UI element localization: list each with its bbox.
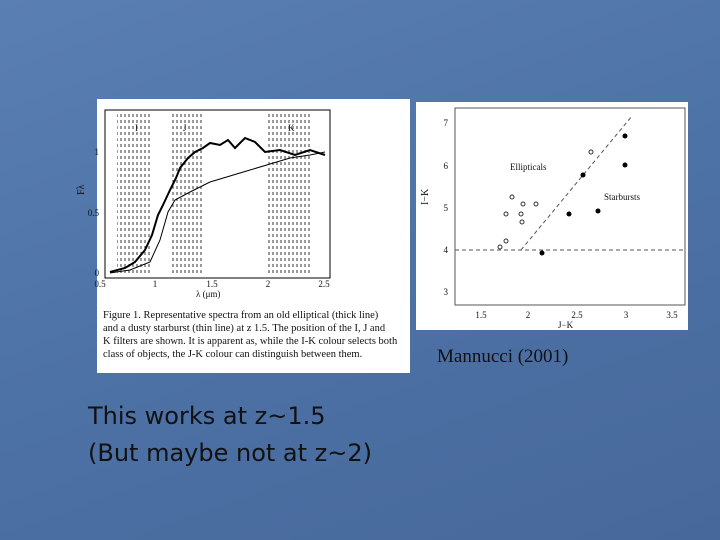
x-tick-label: 2 [266, 279, 271, 289]
filter-label: J [183, 123, 187, 133]
y-tick-label: 6 [444, 161, 449, 171]
filter-band [268, 112, 312, 276]
point [533, 201, 539, 207]
caption-line: and a dusty starburst (thin line) at z 1… [103, 323, 386, 334]
y-tick-label: 7 [444, 118, 449, 128]
x-tick-label: 3.5 [666, 310, 678, 320]
filter-label: K [288, 123, 295, 133]
point [595, 208, 601, 214]
point [520, 201, 526, 207]
point [509, 194, 515, 200]
x-tick-label: 1.5 [206, 279, 218, 289]
y-tick-label: 0 [95, 268, 100, 278]
credit: Mannucci (2001) [437, 346, 569, 367]
x-tick-label: 3 [624, 310, 629, 320]
figure-right-bg [416, 102, 688, 330]
y-tick-label: 4 [444, 245, 449, 255]
point [580, 172, 586, 178]
plot-frame [454, 107, 686, 306]
x-label: J−K [558, 320, 574, 330]
caption-line: K filters are shown. It is apparent as, … [103, 336, 398, 347]
caption-line: Figure 1. Representative spectra from an… [103, 310, 379, 321]
x-tick-label: 0.5 [94, 279, 106, 289]
y-tick-label: 0.5 [88, 208, 100, 218]
point [622, 162, 628, 168]
point [588, 149, 594, 155]
filter-label: I [135, 123, 138, 133]
x-label: λ (μm) [196, 289, 220, 299]
x-tick-label: 1 [153, 279, 158, 289]
x-tick-label: 2.5 [571, 310, 583, 320]
y-tick-label: 5 [444, 203, 449, 213]
point [539, 250, 545, 256]
x-tick-label: 2 [526, 310, 531, 320]
point [503, 211, 509, 217]
point [519, 219, 525, 225]
point [622, 133, 628, 139]
point [566, 211, 572, 217]
point [497, 244, 503, 250]
y-label: Fλ [76, 184, 87, 195]
starburst-spectrum [109, 151, 326, 274]
annotation: Ellipticals [510, 162, 547, 172]
elliptical-spectrum [109, 136, 326, 273]
point [518, 211, 524, 217]
x-tick-label: 2.5 [318, 279, 330, 289]
body-text: This works at z~1.5 [88, 402, 326, 430]
y-label: I−K [420, 188, 431, 205]
plot-frame [104, 109, 331, 279]
caption-line: class of objects, the J-K colour can dis… [103, 349, 362, 360]
filter-band [117, 112, 151, 276]
y-tick-label: 3 [444, 287, 449, 297]
x-tick-label: 1.5 [475, 310, 487, 320]
body-text: (But maybe not at z~2) [88, 439, 373, 467]
point [503, 238, 509, 244]
annotation: Starbursts [604, 192, 640, 202]
cut-line [520, 115, 633, 251]
y-tick-label: 1 [95, 147, 100, 157]
